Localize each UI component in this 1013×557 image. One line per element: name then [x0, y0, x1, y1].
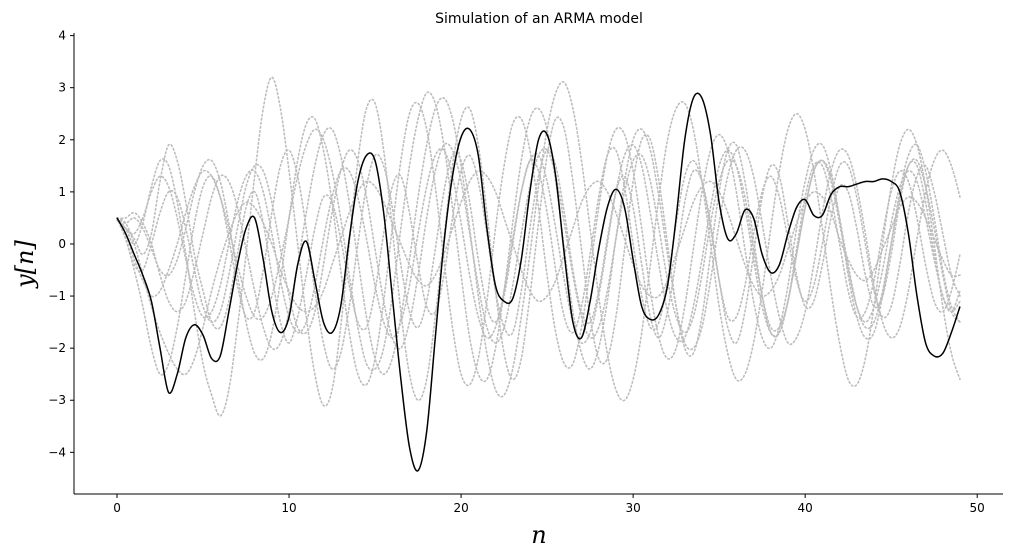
y-tick-label: −1	[48, 289, 66, 303]
y-tick-label: 0	[58, 237, 66, 251]
y-tick-label: −3	[48, 393, 66, 407]
y-tick-label: −2	[48, 341, 66, 355]
x-axis-label: n	[531, 521, 546, 549]
background-series-line-7	[116, 143, 961, 345]
background-series-line-6	[116, 81, 961, 402]
background-series-line-5	[116, 91, 961, 383]
x-tick-label: 0	[113, 501, 121, 515]
main-series-line	[116, 92, 961, 472]
main-series-group	[116, 92, 961, 472]
background-series-line-4	[116, 170, 961, 376]
y-ticks: −4 −3 −2 −1 0 1 2 3 4	[48, 29, 74, 459]
x-tick-label: 10	[281, 501, 296, 515]
x-ticks: 0 10 20 30 40 50	[113, 494, 985, 515]
y-tick-label: 1	[58, 185, 66, 199]
background-series-line-8	[116, 142, 961, 350]
background-series-line-3	[116, 76, 961, 417]
axes	[73, 33, 1003, 495]
y-tick-label: 4	[58, 29, 66, 43]
x-tick-label: 50	[970, 501, 985, 515]
x-tick-label: 30	[625, 501, 640, 515]
x-tick-label: 20	[453, 501, 468, 515]
chart-title: Simulation of an ARMA model	[435, 11, 643, 27]
y-tick-label: 2	[58, 133, 66, 147]
x-tick-label: 40	[798, 501, 813, 515]
y-tick-label: 3	[58, 81, 66, 95]
background-series-group	[116, 76, 961, 417]
background-series-line-1	[116, 143, 961, 345]
background-series-line-9	[116, 101, 961, 387]
y-tick-label: −4	[48, 445, 66, 459]
y-axis-label: y[n]	[11, 239, 39, 288]
